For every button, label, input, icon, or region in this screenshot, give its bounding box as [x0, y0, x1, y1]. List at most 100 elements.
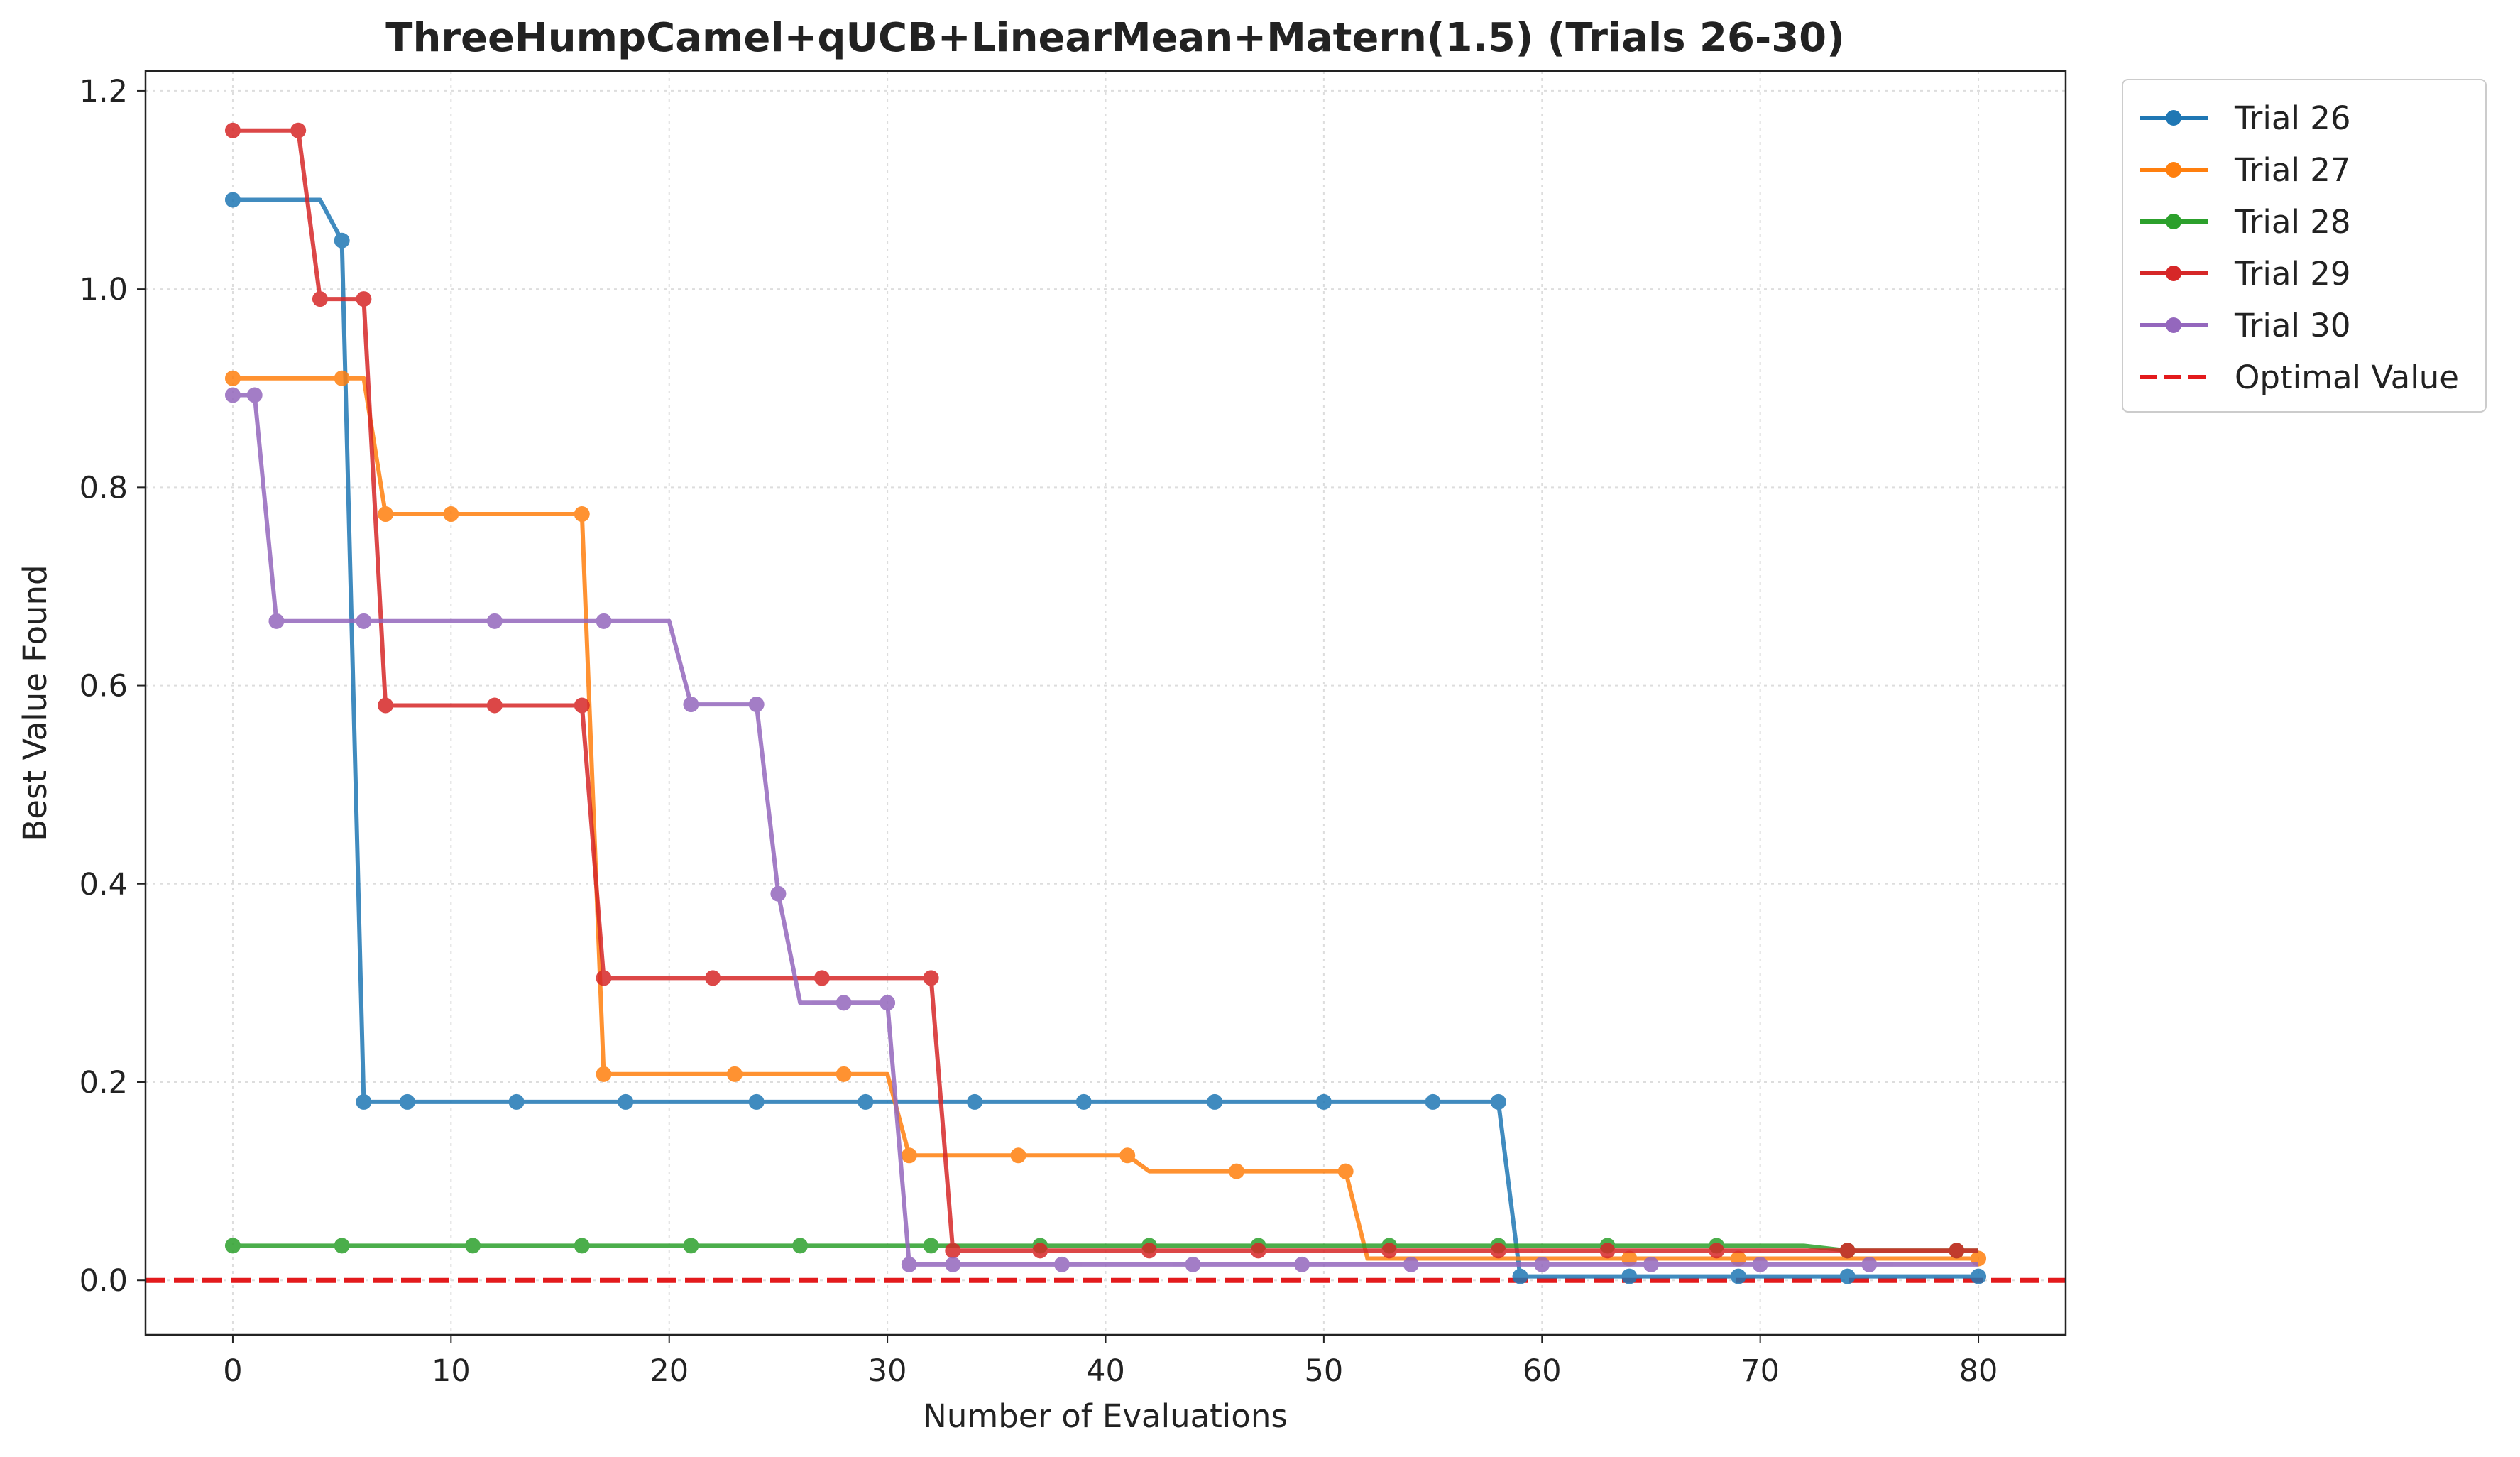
x-tick-label: 10	[432, 1353, 471, 1389]
legend-label: Trial 27	[2234, 151, 2351, 189]
legend-item: Trial 29	[2140, 255, 2351, 293]
legend-marker	[2166, 266, 2181, 281]
x-tick-label: 0	[223, 1353, 242, 1389]
legend-item: Trial 30	[2140, 307, 2351, 344]
x-tick-label: 80	[1959, 1353, 1998, 1389]
x-tick-label: 70	[1741, 1353, 1780, 1389]
data-point	[378, 506, 394, 523]
data-point	[748, 697, 765, 713]
x-tick-label: 50	[1305, 1353, 1344, 1389]
data-point	[1054, 1256, 1070, 1272]
data-point	[618, 1093, 634, 1110]
data-point	[486, 697, 503, 714]
data-point	[1381, 1243, 1398, 1259]
legend-marker	[2166, 317, 2181, 333]
legend-marker	[2166, 214, 2181, 229]
legend-item: Trial 28	[2140, 203, 2351, 241]
data-point	[683, 1238, 699, 1254]
y-tick-label: 1.0	[80, 272, 128, 307]
data-point	[858, 1093, 874, 1110]
data-point	[1032, 1243, 1048, 1259]
chart-title: ThreeHumpCamel+qUCB+LinearMean+Matern(1.…	[385, 15, 1844, 61]
data-point	[726, 1066, 743, 1082]
data-point	[1512, 1268, 1528, 1284]
data-point	[378, 697, 394, 714]
y-tick-label: 0.6	[80, 669, 128, 704]
data-point	[836, 995, 852, 1011]
y-axis-label: Best Value Found	[16, 564, 54, 841]
legend-label: Trial 29	[2234, 255, 2351, 293]
data-point	[1490, 1093, 1506, 1110]
legend-item: Optimal Value	[2140, 359, 2459, 396]
data-point	[1861, 1256, 1878, 1272]
legend-label: Optimal Value	[2235, 359, 2459, 396]
data-point	[1643, 1256, 1659, 1272]
y-tick-label: 0.0	[80, 1263, 128, 1299]
data-point	[683, 697, 699, 713]
legend-label: Trial 28	[2234, 203, 2351, 241]
data-point	[596, 613, 612, 629]
data-point	[268, 613, 285, 629]
data-point	[1730, 1268, 1746, 1284]
data-point	[1599, 1243, 1616, 1259]
data-point	[574, 1238, 590, 1254]
data-point	[290, 122, 307, 138]
data-point	[1752, 1256, 1768, 1272]
data-point	[486, 613, 503, 629]
data-point	[224, 387, 241, 403]
data-point	[574, 506, 590, 523]
data-point	[1010, 1147, 1026, 1164]
series-trial-30	[224, 387, 1978, 1272]
data-point	[967, 1093, 983, 1110]
data-point	[836, 1066, 852, 1082]
data-point	[705, 970, 721, 986]
data-point	[748, 1093, 765, 1110]
legend-box	[2122, 79, 2487, 413]
data-point	[224, 192, 241, 208]
x-tick-label: 20	[650, 1353, 689, 1389]
data-point	[1709, 1243, 1725, 1259]
data-point	[770, 885, 787, 902]
data-point	[334, 232, 350, 249]
y-tick-label: 1.2	[80, 74, 128, 109]
data-point	[596, 970, 612, 986]
data-point	[1315, 1093, 1332, 1110]
data-point	[1839, 1268, 1856, 1284]
data-point	[880, 995, 896, 1011]
data-point	[1621, 1268, 1638, 1284]
data-point	[1075, 1093, 1092, 1110]
series-line	[233, 393, 1978, 1267]
legend-label: Trial 30	[2234, 307, 2351, 344]
x-tick-label: 60	[1523, 1353, 1562, 1389]
data-point	[1534, 1256, 1550, 1272]
data-point	[356, 291, 372, 307]
y-tick-label: 0.8	[80, 470, 128, 506]
data-point	[224, 370, 241, 386]
tick-layer: 0 10 20 30 40 50 60 70 80 0.0 0.2 0.4 0.6 0.8 1.0 1.2	[80, 74, 1998, 1389]
x-tick-label: 40	[1086, 1353, 1125, 1389]
x-axis-label: Number of Evaluations	[923, 1397, 1288, 1435]
data-point	[923, 1238, 939, 1254]
data-point	[356, 1093, 372, 1110]
data-point	[1403, 1256, 1419, 1272]
data-point	[792, 1238, 809, 1254]
legend-marker	[2166, 162, 2181, 178]
data-point	[901, 1147, 917, 1164]
data-point	[334, 370, 350, 386]
data-point	[1294, 1256, 1310, 1272]
data-point	[945, 1243, 961, 1259]
series-line	[233, 376, 1978, 1261]
data-point	[312, 291, 328, 307]
series-layer	[224, 122, 1987, 1284]
data-point	[224, 122, 241, 138]
series-trial-29	[224, 122, 1978, 1259]
data-point	[1490, 1243, 1506, 1259]
legend-item: Trial 26	[2140, 99, 2351, 137]
data-point	[1839, 1243, 1856, 1259]
data-point	[443, 506, 459, 523]
grid	[146, 71, 2066, 1335]
data-point	[356, 613, 372, 629]
data-point	[813, 970, 830, 986]
data-point	[1250, 1243, 1266, 1259]
